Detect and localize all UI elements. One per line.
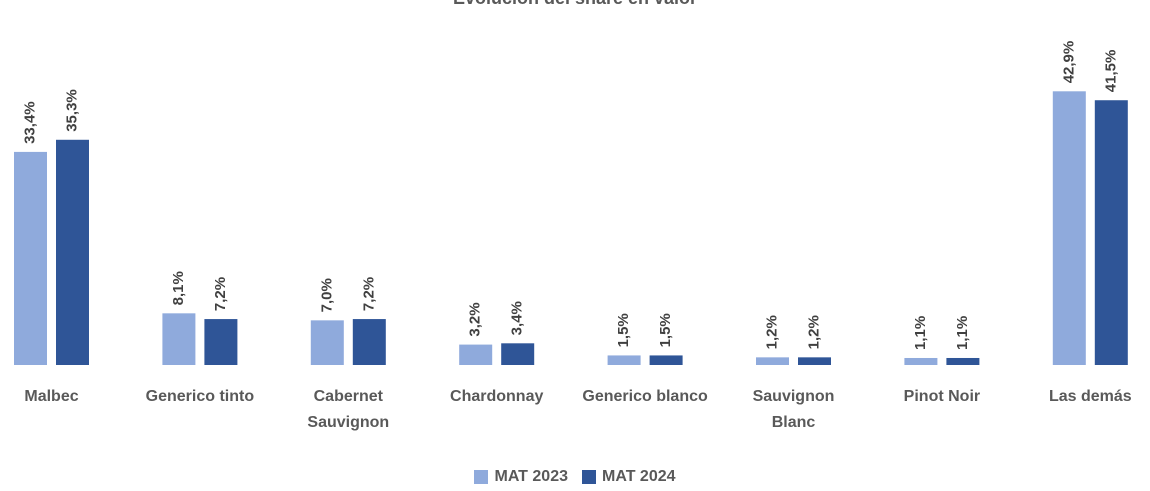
bar bbox=[162, 313, 196, 365]
data-label: 41,5% bbox=[1102, 50, 1119, 93]
bar bbox=[14, 151, 47, 365]
legend-item: MAT 2024 bbox=[582, 468, 676, 486]
bar bbox=[352, 319, 386, 365]
x-tick-label: Pinot Noir bbox=[903, 388, 981, 405]
legend-swatch bbox=[474, 470, 489, 484]
data-label: 8,1% bbox=[170, 271, 187, 305]
bar bbox=[204, 319, 238, 365]
chart-title: Evolución del share en valor bbox=[453, 0, 697, 8]
bar bbox=[798, 357, 831, 365]
data-label: 3,2% bbox=[467, 302, 484, 336]
data-label: 35,3% bbox=[63, 89, 80, 132]
bar bbox=[501, 343, 535, 365]
bar bbox=[946, 357, 980, 365]
data-label: 1,5% bbox=[657, 313, 674, 347]
data-label: 1,2% bbox=[763, 315, 780, 349]
x-tick-label: Las demás bbox=[1048, 388, 1132, 405]
x-tick-label: Cabernet Sauvignon bbox=[307, 388, 390, 431]
data-label: 3,4% bbox=[509, 301, 526, 335]
bar bbox=[459, 344, 493, 365]
bar bbox=[649, 355, 683, 365]
bar bbox=[1094, 100, 1128, 365]
x-tick-label: Generico blanco bbox=[582, 388, 708, 405]
data-label: 7,2% bbox=[360, 277, 377, 311]
data-label: 33,4% bbox=[21, 101, 38, 144]
x-tick-label: Malbec bbox=[24, 388, 79, 405]
legend: MAT 2023 MAT 2024 bbox=[0, 468, 1150, 486]
legend-item: MAT 2023 bbox=[474, 468, 568, 486]
bar bbox=[310, 320, 344, 365]
x-tick-label: Generico tinto bbox=[145, 388, 255, 405]
data-label: 1,1% bbox=[912, 316, 929, 350]
bar bbox=[1052, 91, 1086, 365]
bar bbox=[756, 357, 789, 365]
legend-swatch bbox=[582, 470, 596, 484]
x-tick-label: Chardonnay bbox=[450, 388, 544, 405]
data-label: 1,5% bbox=[615, 313, 632, 347]
data-label: 7,2% bbox=[212, 277, 229, 311]
data-label: 7,0% bbox=[318, 278, 335, 312]
bar bbox=[56, 139, 89, 365]
legend-label: MAT 2023 bbox=[494, 468, 568, 485]
data-label: 42,9% bbox=[1060, 41, 1077, 84]
data-label: 1,1% bbox=[954, 316, 971, 350]
legend-label: MAT 2024 bbox=[602, 468, 676, 485]
bar bbox=[607, 355, 641, 365]
x-tick-label: Sauvignon Blanc bbox=[752, 388, 835, 431]
data-label: 1,2% bbox=[805, 315, 822, 349]
bar bbox=[904, 357, 938, 365]
